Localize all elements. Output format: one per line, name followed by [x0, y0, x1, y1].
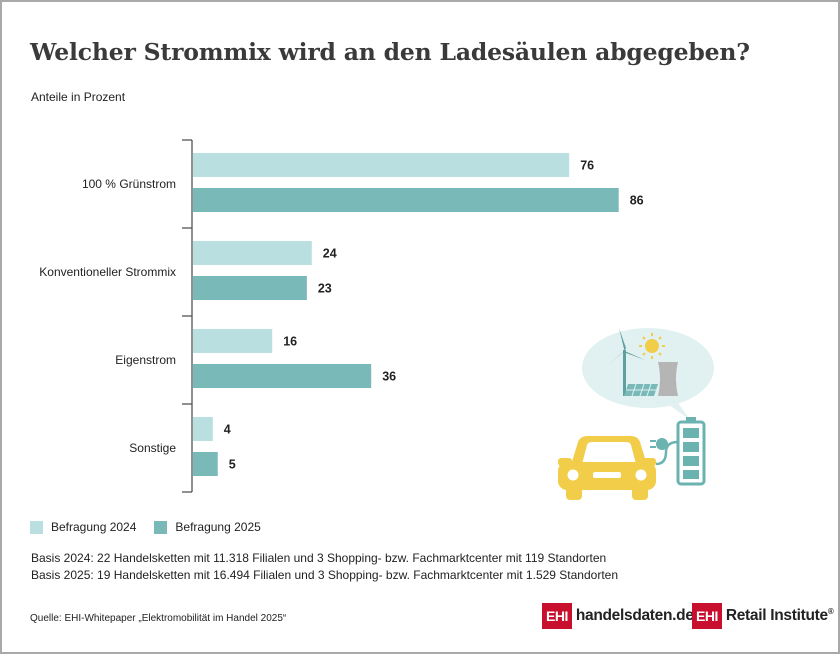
retail-logo-text: Retail Institute® — [726, 607, 834, 625]
chart-title: Welcher Strommix wird an den Ladesäulen … — [30, 38, 750, 66]
chart-legend: Befragung 2024 Befragung 2025 — [30, 520, 261, 534]
category-label: Eigenstrom — [115, 353, 176, 367]
retail-logo-name: Retail Institute — [725, 607, 828, 625]
legend-item-2025: Befragung 2025 — [154, 520, 261, 534]
basis-2024: Basis 2024: 22 Handelsketten mit 11.318 … — [31, 551, 607, 565]
bar-2025 — [193, 188, 619, 212]
legend-swatch-2024 — [30, 520, 43, 534]
handelsdaten-logo-text: handelsdaten.de — [575, 607, 694, 624]
bar-2024 — [193, 241, 312, 265]
solar-panel-icon — [624, 383, 658, 397]
speech-bubble-icon — [582, 328, 714, 420]
wind-turbine-icon — [608, 328, 645, 396]
battery-icon — [676, 417, 706, 486]
bar-value-label: 23 — [318, 282, 332, 296]
cooling-tower-icon — [658, 362, 678, 396]
charging-plug-icon — [650, 438, 679, 466]
bar-2025 — [193, 452, 218, 476]
retail-logo-box: EHI — [692, 603, 722, 629]
handelsdaten-logo-box: EHI — [542, 603, 572, 629]
category-label: Konventioneller Strommix — [39, 265, 176, 279]
bar-2024 — [193, 329, 273, 353]
bar-value-label: 86 — [630, 194, 644, 208]
bar-2024 — [193, 417, 213, 441]
basis-2025: Basis 2025: 19 Handelsketten mit 16.494 … — [31, 567, 619, 582]
bar-value-label: 36 — [382, 370, 396, 384]
charging-illustration — [558, 328, 714, 500]
bar-2025 — [193, 276, 307, 300]
bar-value-label: 4 — [224, 423, 231, 437]
chart-subtitle: Anteile in Prozent — [31, 90, 126, 104]
bar-2024 — [193, 153, 570, 177]
retail-institute-logo: EHI Retail Institute® — [692, 603, 834, 629]
legend-label-2024: Befragung 2024 — [51, 520, 137, 534]
source-note: Quelle: EHI-Whitepaper „Elektromobilität… — [30, 613, 287, 624]
bar-value-label: 76 — [580, 159, 594, 173]
category-label: 100 % Grünstrom — [82, 177, 176, 191]
bar-value-label: 24 — [323, 247, 337, 261]
registered-mark: ® — [827, 606, 834, 616]
bar-value-label: 5 — [229, 458, 236, 472]
handelsdaten-logo: EHI handelsdaten.de — [542, 603, 694, 629]
bar-value-label: 16 — [283, 335, 297, 349]
basis-notes: Basis 2024: 22 Handelsketten mit 11.318 … — [31, 550, 618, 583]
car-icon — [558, 436, 656, 500]
sun-icon — [639, 333, 665, 359]
legend-swatch-2025 — [154, 520, 168, 534]
category-label: Sonstige — [129, 441, 176, 455]
legend-label-2025: Befragung 2025 — [175, 520, 261, 534]
legend-item-2024: Befragung 2024 — [30, 520, 136, 534]
bar-2025 — [193, 364, 372, 388]
